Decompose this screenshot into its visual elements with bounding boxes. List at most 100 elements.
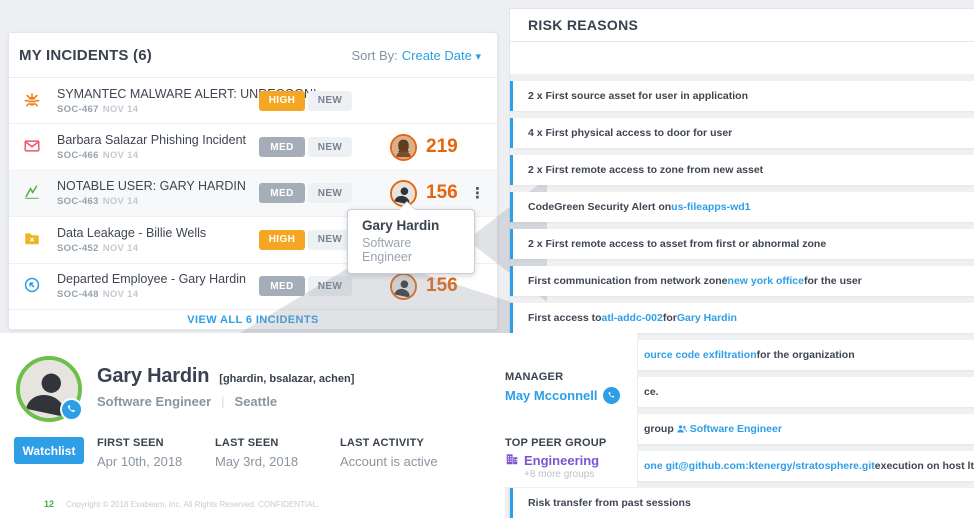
phone-icon[interactable] — [60, 398, 83, 421]
profile-avatar[interactable] — [16, 356, 83, 422]
user-score: 219 — [390, 133, 458, 161]
incident-row[interactable]: NOTABLE USER: GARY HARDIN SOC-463 NOV 14 ME… — [9, 170, 497, 218]
data-leak-folder-icon — [23, 230, 43, 250]
risk-reason-text: for the organization — [756, 349, 855, 361]
risk-score: 156 — [426, 275, 458, 297]
status-badge: NEW — [308, 229, 352, 250]
incident-id: SOC-448 — [57, 289, 99, 301]
view-all-incidents-link[interactable]: VIEW ALL 6 INCIDENTS — [187, 313, 319, 326]
phone-icon[interactable] — [603, 387, 621, 404]
incident-row[interactable]: Barbara Salazar Phishing Incident SOC-466… — [9, 124, 497, 171]
divider: | — [221, 394, 225, 409]
incident-id: SOC-466 — [57, 150, 99, 162]
incident-title: Departed Employee - Gary Hardin — [57, 272, 246, 287]
risk-reasons-panel: RISK REASONS 2 x First source asset for … — [509, 8, 974, 518]
risk-panel-subheader — [510, 42, 974, 75]
risk-reason-text: First communication from network zone — [528, 275, 728, 287]
risk-reason-text: for the user — [803, 275, 862, 287]
manager-label: MANAGER — [505, 371, 564, 383]
severity-badge: MED — [259, 276, 305, 297]
risk-reason-text: execution on host lt-b201-ghardin — [874, 460, 974, 472]
profile-name: Gary Hardin — [97, 365, 210, 387]
risk-reason-text: for — [662, 312, 677, 324]
severity-badge: MED — [259, 137, 305, 158]
notable-chart-icon — [23, 183, 43, 203]
profile-card-background — [0, 333, 637, 487]
incident-row[interactable]: SYMANTEC MALWARE ALERT: UNRECOGNI... SOC-… — [9, 78, 497, 125]
status-badge: NEW — [308, 276, 352, 297]
departed-icon — [23, 276, 43, 296]
risk-reasons-title: RISK REASONS — [510, 9, 974, 42]
sort-by-value[interactable]: Create Date — [401, 47, 472, 63]
risk-reason-link[interactable]: one git@github.com:ktenergy/stratosphere… — [644, 460, 875, 472]
avatar[interactable] — [390, 272, 417, 300]
last-activity-label: LAST ACTIVITY — [340, 437, 425, 449]
severity-badge: HIGH — [259, 229, 305, 250]
peer-group-link[interactable]: Engineering — [505, 452, 599, 469]
manager-link[interactable]: May Mcconnell — [505, 387, 621, 404]
sort-by-label: Sort By: — [351, 47, 398, 63]
risk-score: 219 — [426, 136, 458, 158]
incident-title: NOTABLE USER: GARY HARDIN — [57, 179, 246, 194]
risk-reason-link[interactable]: new york office — [727, 275, 804, 287]
my-incidents-title: MY INCIDENTS (6) — [19, 46, 152, 64]
last-activity-value: Account is active — [340, 454, 438, 469]
severity-badge: HIGH — [259, 90, 305, 111]
first-seen-value: Apr 10th, 2018 — [97, 454, 183, 469]
risk-reason-card[interactable]: ce. — [638, 377, 974, 407]
incident-date: NOV 14 — [102, 196, 139, 208]
incident-summary: NOTABLE USER: GARY HARDIN SOC-463 NOV 14 — [57, 179, 259, 207]
risk-reason-card[interactable]: 2 x First remote access to asset from fi… — [510, 229, 974, 259]
risk-reason-card[interactable]: 2 x First remote access to zone from new… — [510, 155, 974, 185]
incident-title: SYMANTEC MALWARE ALERT: UNRECOGNI... — [57, 86, 327, 101]
incident-summary: Data Leakage - Billie Wells SOC-452 NOV 14 — [57, 226, 259, 254]
my-incidents-panel: MY INCIDENTS (6) Sort By: Create Date ▾ S… — [8, 32, 498, 330]
sort-by-control[interactable]: Sort By: Create Date ▾ — [352, 48, 482, 63]
risk-reason-link[interactable]: atl-addc-002 — [601, 312, 663, 324]
risk-reason-card[interactable]: 2 x First source asset for user in appli… — [510, 81, 974, 111]
my-incidents-header: MY INCIDENTS (6) Sort By: Create Date ▾ — [9, 33, 497, 78]
incident-row[interactable]: Departed Employee - Gary Hardin SOC-448 NO… — [9, 264, 497, 310]
risk-reason-card[interactable]: First access to atl-addc-002 for Gary Ha… — [510, 303, 974, 333]
peer-group-name[interactable]: Engineering — [524, 453, 600, 468]
risk-reason-link[interactable]: us-fileapps-wd1 — [671, 201, 751, 213]
slide-page-number: 12 — [44, 499, 55, 509]
risk-reason-text: 2 x First source asset for user in appli… — [528, 90, 748, 102]
first-seen-label: FIRST SEEN — [97, 437, 164, 449]
copyright-text: Copyright © 2018 Exabeam, Inc. All Right… — [66, 500, 320, 509]
incident-summary: SYMANTEC MALWARE ALERT: UNRECOGNI... SOC-… — [57, 86, 327, 115]
manager-name[interactable]: May Mcconnell — [505, 388, 598, 403]
risk-reason-text: 4 x First physical access to door for us… — [528, 127, 733, 139]
risk-reason-text: 2 x First remote access to zone from new… — [528, 164, 764, 176]
avatar[interactable] — [390, 133, 417, 161]
tooltip-user-name: Gary Hardin — [362, 218, 440, 233]
risk-reason-link[interactable]: ource code exfiltration — [644, 349, 757, 361]
risk-reason-card[interactable]: one git@github.com:ktenergy/stratosphere… — [638, 451, 974, 481]
risk-reason-card[interactable]: CodeGreen Security Alert on us-fileapps-… — [510, 192, 974, 222]
user-score: 156 — [390, 179, 458, 207]
incident-title: Data Leakage - Billie Wells — [57, 225, 207, 240]
risk-reason-card[interactable]: First communication from network zone ne… — [510, 266, 974, 296]
watchlist-button[interactable]: Watchlist — [14, 437, 84, 464]
incident-row[interactable]: Data Leakage - Billie Wells SOC-452 NOV 14… — [9, 217, 497, 264]
avatar[interactable] — [390, 179, 417, 207]
risk-reason-list: 2 x First source asset for user in appli… — [510, 75, 974, 518]
profile-role: Software Engineer — [97, 394, 212, 409]
risk-reason-card[interactable]: Risk transfer from past sessions — [510, 488, 974, 518]
risk-reason-link[interactable]: Software Engineer — [689, 423, 782, 435]
last-seen-value: May 3rd, 2018 — [215, 454, 299, 469]
incident-id: SOC-452 — [57, 242, 99, 254]
risk-reason-card[interactable]: group Software Engineer — [638, 414, 974, 444]
status-badge: NEW — [308, 137, 352, 158]
chevron-down-icon: ▾ — [475, 50, 481, 63]
peer-group-icon — [674, 423, 690, 436]
incident-date: NOV 14 — [102, 150, 139, 162]
kebab-menu-icon[interactable]: ⋮ — [470, 185, 485, 203]
more-groups-link[interactable]: +8 more groups — [524, 469, 595, 480]
risk-reason-card[interactable]: ource code exfiltration for the organiza… — [638, 340, 974, 370]
status-badge: NEW — [308, 90, 352, 111]
risk-reason-link[interactable]: Gary Hardin — [676, 312, 737, 324]
risk-reason-card[interactable]: 4 x First physical access to door for us… — [510, 118, 974, 148]
